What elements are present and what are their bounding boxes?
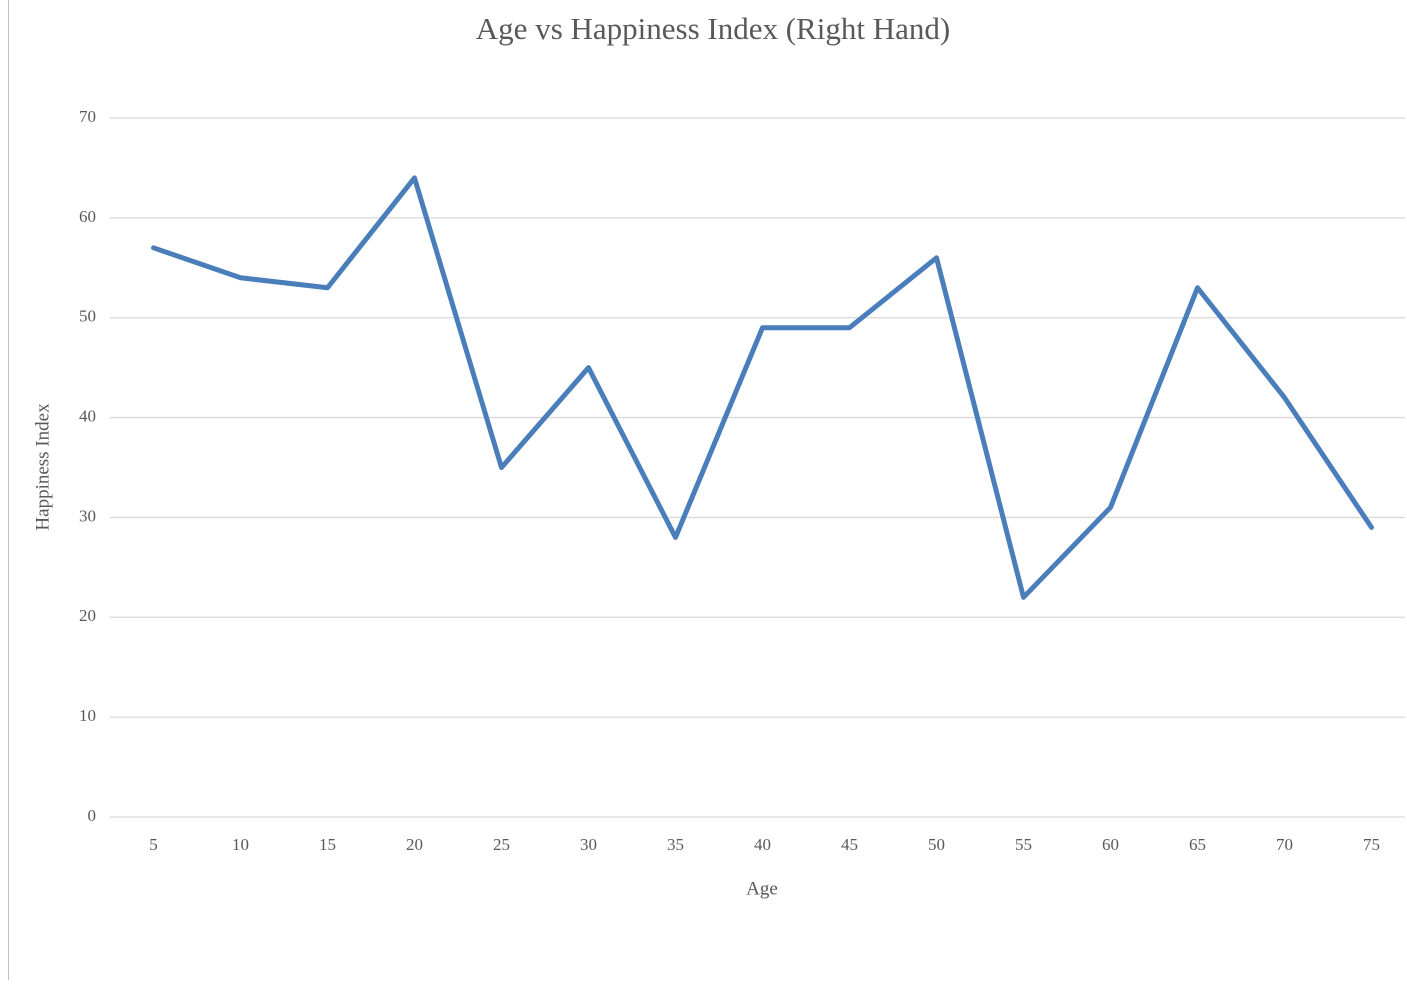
x-tick-label: 20	[406, 835, 423, 854]
x-tick-label: 70	[1276, 835, 1293, 854]
x-tick-label: 65	[1189, 835, 1206, 854]
y-tick-label: 10	[79, 706, 96, 725]
x-axis-label: Age	[746, 878, 778, 899]
y-tick-label: 70	[79, 107, 96, 126]
x-tick-label: 15	[319, 835, 336, 854]
y-axis-label: Happiness Index	[32, 403, 53, 531]
y-tick-label: 40	[79, 406, 96, 425]
x-tick-label: 40	[754, 835, 771, 854]
x-tick-label: 45	[841, 835, 858, 854]
x-tick-label: 25	[493, 835, 510, 854]
y-tick-label: 50	[79, 307, 96, 326]
x-tick-label: 5	[149, 835, 158, 854]
x-tick-label: 35	[667, 835, 684, 854]
x-tick-label: 75	[1363, 835, 1380, 854]
x-tick-label: 10	[232, 835, 249, 854]
y-tick-label: 0	[88, 806, 97, 825]
y-tick-label: 60	[79, 207, 96, 226]
chart-title: Age vs Happiness Index (Right Hand)	[476, 11, 950, 46]
x-tick-label: 55	[1015, 835, 1032, 854]
x-tick-label: 30	[580, 835, 597, 854]
x-tick-label: 60	[1102, 835, 1119, 854]
x-tick-label: 50	[928, 835, 945, 854]
y-tick-label: 30	[79, 506, 96, 525]
y-tick-label: 20	[79, 606, 96, 625]
data-line	[151, 175, 1374, 600]
